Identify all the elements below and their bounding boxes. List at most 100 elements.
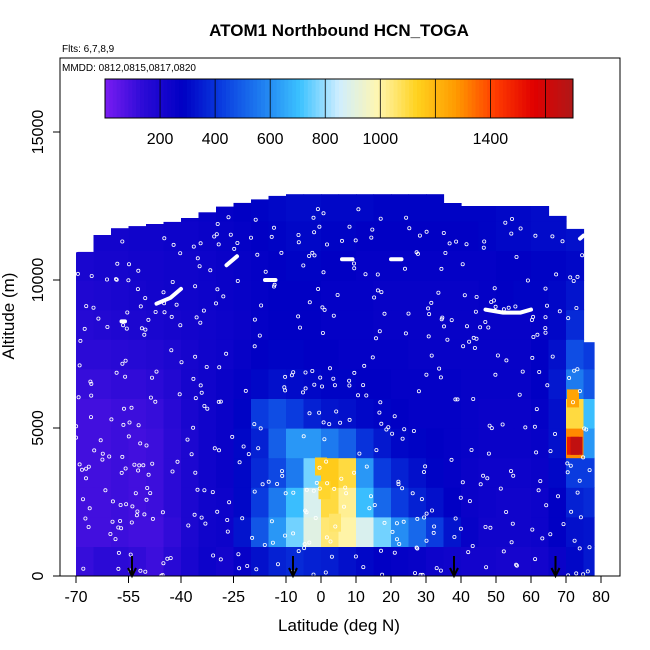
sample-point <box>368 494 373 499</box>
sample-point <box>169 348 174 353</box>
heat-cell <box>461 546 480 576</box>
sample-point <box>569 509 574 514</box>
heat-cell <box>408 546 427 576</box>
sample-point <box>452 535 457 540</box>
heat-cell <box>583 342 595 370</box>
y-tick-label: 5000 <box>30 410 47 446</box>
heat-cell <box>443 203 462 222</box>
heat-cell <box>198 546 217 576</box>
colorbar-swatch <box>136 79 141 118</box>
sample-point <box>195 487 200 492</box>
sample-point <box>334 409 339 414</box>
sample-point <box>174 302 179 307</box>
heat-cell <box>338 280 357 311</box>
hcn-field <box>74 194 595 576</box>
heat-cell <box>461 339 480 370</box>
sample-point <box>318 375 323 380</box>
sample-point <box>116 550 121 555</box>
sample-point <box>193 284 198 289</box>
sample-point <box>215 287 220 292</box>
sample-point <box>556 494 561 499</box>
heat-cell <box>426 250 445 281</box>
colorbar-tick-label: 200 <box>147 131 174 148</box>
heat-cell <box>356 457 375 488</box>
sample-point <box>462 293 467 298</box>
x-tick-label: 70 <box>557 589 575 606</box>
heat-cell <box>443 220 462 251</box>
sample-point <box>543 330 548 335</box>
colorbar-swatch <box>354 79 359 118</box>
heat-cell <box>198 212 217 222</box>
sample-point <box>311 215 316 220</box>
sample-point <box>153 399 158 404</box>
heat-cell <box>496 206 515 222</box>
heat-cell <box>496 428 515 459</box>
colorbar-swatch <box>534 79 539 118</box>
colorbar-swatch <box>424 79 430 118</box>
colorbar-swatch <box>370 79 375 118</box>
sample-point <box>136 423 141 428</box>
sample-point <box>424 372 429 377</box>
colorbar-swatch <box>467 79 472 118</box>
heat-cell <box>531 457 550 488</box>
heat-cell <box>76 546 95 576</box>
sample-point <box>124 502 129 507</box>
heat-cell <box>146 516 165 547</box>
sample-point <box>126 434 131 439</box>
x-tick-label: 50 <box>487 589 505 606</box>
sample-point <box>303 508 308 513</box>
sample-point <box>161 290 166 295</box>
heat-cell <box>513 398 532 429</box>
sample-point <box>269 234 274 239</box>
sample-point <box>145 485 150 490</box>
sample-point <box>216 399 221 404</box>
sample-point <box>304 487 309 492</box>
heat-cell <box>496 368 515 399</box>
sample-point <box>75 271 80 276</box>
sample-point <box>198 241 203 246</box>
sample-point <box>146 472 151 477</box>
sample-point <box>473 309 478 314</box>
heat-cell <box>251 280 270 311</box>
heat-cell <box>163 221 182 251</box>
sample-point <box>322 437 327 442</box>
x-tick-label: 10 <box>347 589 365 606</box>
sample-point <box>76 395 81 400</box>
heat-cell <box>321 220 340 251</box>
sample-point <box>585 569 590 574</box>
sample-point <box>372 503 377 508</box>
sample-point <box>271 284 276 289</box>
sample-point <box>364 393 369 398</box>
heat-cell <box>181 368 200 399</box>
sample-point <box>487 423 492 428</box>
sample-point <box>471 396 476 401</box>
heat-cell <box>128 368 147 399</box>
sample-point <box>154 369 159 374</box>
heat-cell <box>496 398 515 429</box>
sample-point <box>535 332 540 337</box>
heat-cell <box>251 457 270 488</box>
sample-point <box>523 425 528 430</box>
colorbar-swatch <box>483 79 488 118</box>
sample-point <box>469 447 474 452</box>
sample-point <box>587 468 592 473</box>
heat-cell <box>198 280 217 311</box>
heat-cell <box>128 428 147 459</box>
colorbar-swatch <box>163 79 168 118</box>
heat-cell <box>233 457 252 488</box>
heat-cell <box>531 339 550 370</box>
sample-point <box>246 452 251 457</box>
heat-cell <box>303 309 322 340</box>
sample-point <box>88 379 93 384</box>
sample-point <box>406 311 411 316</box>
heat-cell <box>338 487 357 518</box>
sample-point <box>352 470 357 475</box>
heat-cell <box>303 487 322 518</box>
heat-cell <box>216 546 235 576</box>
sample-point <box>321 211 326 216</box>
heat-cell <box>408 428 427 459</box>
heat-cell <box>338 220 357 251</box>
sample-point <box>225 529 230 534</box>
heat-cell <box>391 194 410 222</box>
sample-point <box>445 337 450 342</box>
